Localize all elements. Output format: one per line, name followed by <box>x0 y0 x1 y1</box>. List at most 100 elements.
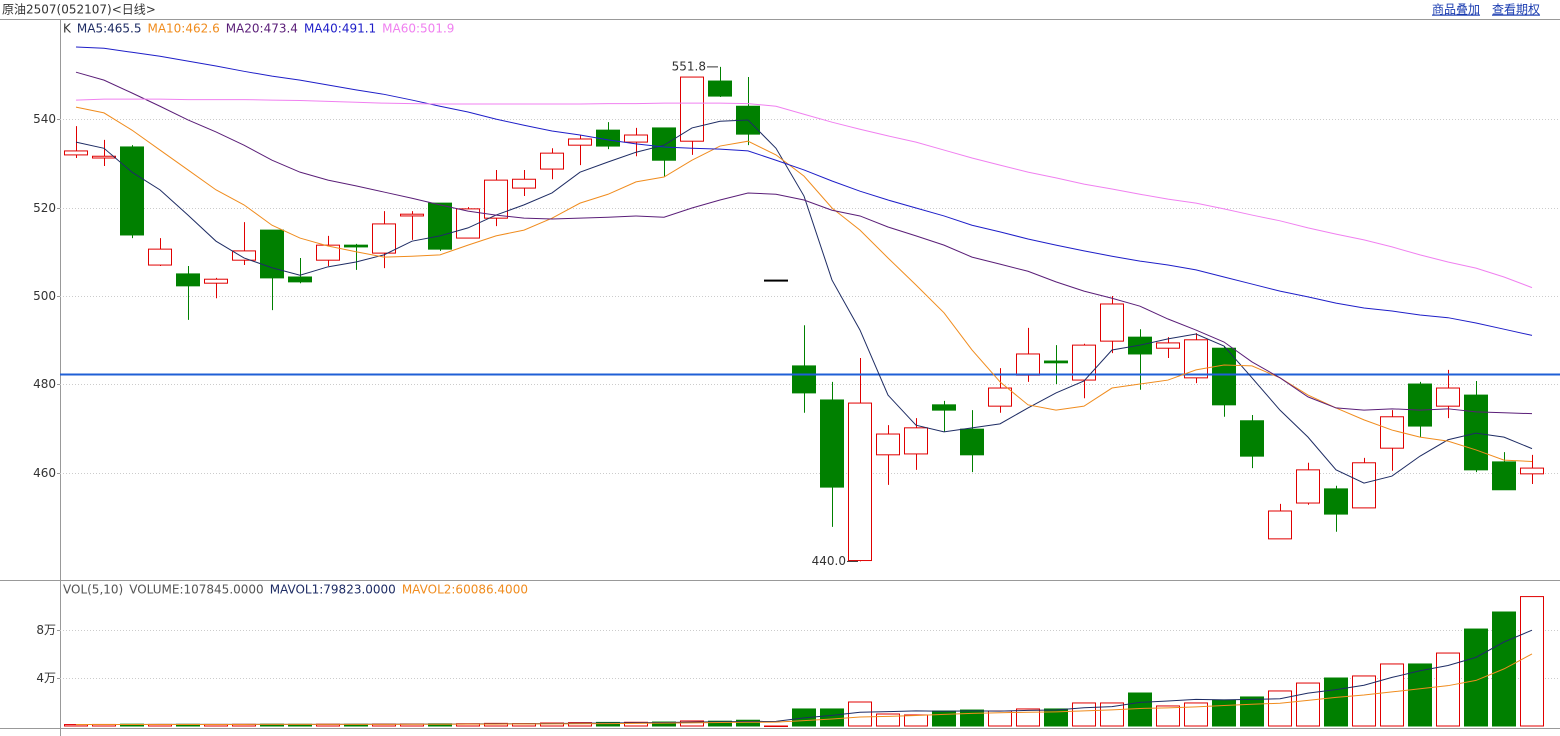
candle-body <box>148 248 172 266</box>
candle-body <box>540 152 564 170</box>
y-tick-label: 540 <box>33 112 56 126</box>
volume-bar <box>596 721 620 727</box>
volume-bar <box>1240 696 1264 727</box>
legend-entry: MA40:491.1 <box>304 22 376 36</box>
volume-bar <box>1464 628 1488 727</box>
legend-entry: VOLUME:107845.0000 <box>129 583 263 597</box>
volume-bar <box>1184 702 1208 727</box>
volume-bar <box>848 701 872 727</box>
candle-body <box>1100 303 1124 342</box>
candle-body <box>1016 353 1040 376</box>
volume-bar <box>960 709 984 727</box>
candle-body <box>904 427 928 455</box>
volume-bar <box>1128 692 1152 727</box>
candle-body <box>1324 488 1348 515</box>
y-tick-label: 460 <box>33 466 56 480</box>
volume-bar <box>1380 663 1404 727</box>
candle-body <box>680 76 704 142</box>
y-tick-label: 500 <box>33 289 56 303</box>
ma-line <box>75 71 1533 415</box>
candle-body <box>176 273 200 287</box>
y-tick-label: 8万 <box>36 623 56 637</box>
candle-body <box>764 279 788 282</box>
volume-bar <box>568 722 592 727</box>
candle-body <box>1240 420 1264 457</box>
volume-bar <box>680 720 704 727</box>
legend-entry: MAVOL2:60086.4000 <box>402 583 528 597</box>
volume-bar <box>1016 708 1040 727</box>
volume-bar <box>736 719 760 727</box>
volume-bar <box>1520 596 1544 727</box>
volume-bar <box>708 720 732 727</box>
ma-line <box>75 119 1533 484</box>
volume-bar <box>1352 675 1376 727</box>
candle-body <box>512 178 536 189</box>
y-tick-label: 480 <box>33 377 56 391</box>
candle-body <box>232 250 256 261</box>
volume-bar <box>1044 708 1068 727</box>
options-link[interactable]: 查看期权 <box>1492 3 1540 17</box>
candle-body <box>652 127 676 161</box>
candle-body <box>624 134 648 143</box>
volume-bar <box>1408 663 1432 727</box>
candle-body <box>708 80 732 97</box>
candle-body <box>876 433 900 456</box>
volume-bar <box>1100 702 1124 727</box>
header-title: 原油2507(052107)<日线> <box>2 3 156 17</box>
legend-entry: VOL(5,10) <box>63 583 123 597</box>
overlay-link[interactable]: 商品叠加 <box>1432 2 1480 17</box>
ma-line <box>76 653 1533 725</box>
candle-body <box>288 276 312 283</box>
candle-body <box>316 244 340 261</box>
candle-body <box>988 387 1012 407</box>
volume-bar <box>764 725 788 727</box>
candle-body <box>344 244 368 248</box>
candle-body <box>456 208 480 239</box>
candle-body <box>428 202 452 250</box>
candle-body <box>960 428 984 456</box>
candle-body <box>1352 462 1376 509</box>
candle-body <box>1212 347 1236 406</box>
legend-entry: MA20:473.4 <box>226 22 298 36</box>
legend-entry: K <box>63 22 72 36</box>
candle-body <box>372 223 396 254</box>
candle-body <box>1268 510 1292 540</box>
candle-body <box>1436 387 1460 407</box>
volume-bar <box>1212 699 1236 727</box>
candle-body <box>1492 461 1516 491</box>
candle-body <box>1044 360 1068 364</box>
candle-body <box>1296 469 1320 504</box>
volume-bar <box>932 710 956 727</box>
candle-body <box>484 179 508 219</box>
extreme-label: 551.8 <box>672 59 706 73</box>
candle-body <box>120 146 144 236</box>
candle-body <box>1520 467 1544 475</box>
volume-bar <box>1072 702 1096 727</box>
candle-body <box>932 404 956 411</box>
candle-body <box>92 155 116 159</box>
candle-body <box>1184 339 1208 379</box>
legend-entry: MAVOL1:79823.0000 <box>270 583 396 597</box>
candle-body <box>1156 342 1180 349</box>
candle-body <box>64 150 88 156</box>
volume-bar <box>1156 705 1180 727</box>
candle-body <box>568 138 592 146</box>
volume-bar <box>1296 682 1320 727</box>
candle-body <box>204 278 228 284</box>
candle-body <box>820 399 844 488</box>
y-tick-label: 520 <box>33 201 56 215</box>
ma-line <box>75 98 1533 289</box>
candle-body <box>400 213 424 217</box>
candle-body <box>260 229 284 279</box>
candle-body <box>1408 383 1432 427</box>
ma-line <box>75 46 1533 336</box>
legend-entry: MA10:462.6 <box>147 22 219 36</box>
candle-body <box>848 402 872 562</box>
volume-bar <box>820 708 844 727</box>
y-tick-label: 4万 <box>36 671 56 685</box>
volume-bar <box>904 714 928 727</box>
candle-body <box>792 365 816 394</box>
candle-body <box>1072 344 1096 381</box>
